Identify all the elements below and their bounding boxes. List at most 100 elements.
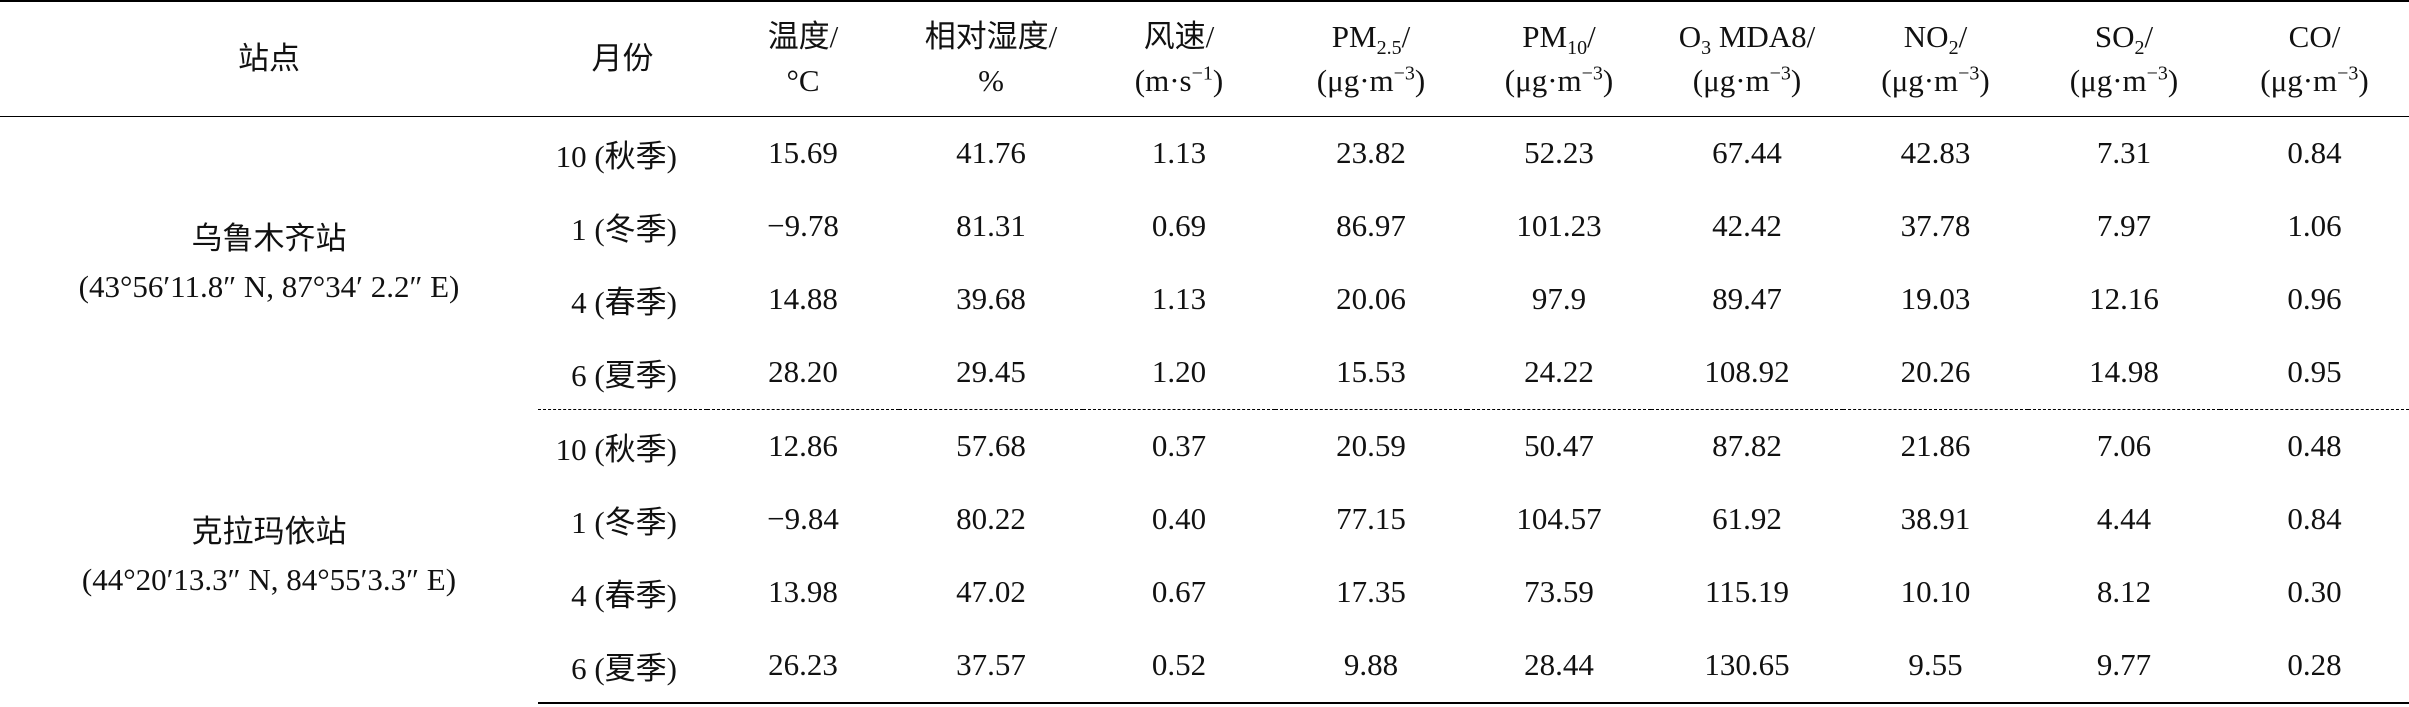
header-text: (μg·m [1881, 62, 1959, 98]
value-cell: 28.20 [707, 335, 899, 410]
value-cell: 81.31 [956, 208, 1026, 243]
value-cell: 1.20 [1083, 335, 1275, 410]
value-cell: 42.83 [1900, 135, 1971, 170]
header-text: / [2144, 18, 2154, 54]
header-cell: 相对湿度/% [899, 0, 1083, 117]
header-text: / [1587, 18, 1596, 54]
value-cell: 50.47 [1524, 428, 1594, 463]
month-cell: 4 (春季) [571, 577, 677, 613]
month-cell: 10 (秋季) [555, 431, 677, 467]
header-cell: PM10/(μg·m−3) [1467, 0, 1651, 117]
header-text: ) [2167, 62, 2179, 98]
header-text: PM [1522, 18, 1568, 54]
header-text: (μg·m [2069, 62, 2147, 98]
site-name: 克拉玛依站 [191, 513, 347, 549]
table-row: 克拉玛依站 (44°20′13.3″ N, 84°55′3.3″ E) 10 (秋季… [0, 409, 2409, 597]
value-cell: 89.47 [1712, 281, 1782, 316]
value-cell: 0.40 [1151, 501, 1207, 536]
table-body: 乌鲁木齐站 (43°56′11.8″ N, 87°34′ 2.2″ E) 10 (秋… [0, 116, 2409, 704]
value-cell: 41.76 [956, 135, 1026, 170]
table-row: 6 (夏季) 26.23 37.57 0.52 9.88 28.44 130.65 9.55 9… [0, 628, 2409, 704]
table-row: 1 (冬季) −9.84 80.22 0.40 77.15 104.57 61.92 38.9… [0, 483, 2409, 556]
header-text: ) [1790, 62, 1802, 98]
value-cell: 87.82 [1712, 428, 1782, 463]
header-text: % [978, 62, 1004, 98]
value-cell: 4.44 [2096, 501, 2152, 536]
value-cell: 8.12 [2096, 574, 2152, 609]
month-cell: 1 (冬季) [571, 211, 677, 247]
month-cell: 6 (夏季) [538, 335, 707, 410]
value-cell: 0.28 [2220, 628, 2409, 704]
value-cell: 0.95 [2220, 335, 2409, 410]
header-text: (μg·m [1504, 62, 1582, 98]
header-row: 站点 月份 温度/°C 相对湿度/% 风速/(m·s−1) PM2.5/(μg·… [0, 0, 2409, 117]
header-sup: −1 [1191, 62, 1213, 85]
month-cell: 6 (夏季) [538, 628, 707, 704]
value-cell: 29.45 [899, 335, 1083, 410]
header-sup: −3 [2146, 62, 2168, 85]
header-cell: PM2.5/(μg·m−3) [1275, 0, 1467, 117]
header-sup: −3 [1769, 62, 1791, 85]
value-cell: 67.44 [1712, 135, 1782, 170]
value-cell: 1.13 [1151, 281, 1207, 316]
value-cell: 12.16 [2089, 281, 2159, 316]
header-sub: 2 [2134, 36, 2145, 59]
value-cell: 37.57 [899, 628, 1083, 704]
value-cell: 19.03 [1900, 281, 1971, 316]
value-cell: 38.91 [1900, 501, 1971, 536]
header-text: CO/ [2288, 18, 2341, 54]
value-cell: 73.59 [1524, 574, 1594, 609]
header-text: ) [2358, 62, 2369, 98]
table-row: 4 (春季) 13.98 47.02 0.67 17.35 73.59 115.19 10.1… [0, 556, 2409, 629]
value-cell: 9.88 [1275, 628, 1467, 704]
header-text: ) [1979, 62, 1990, 98]
value-cell: 97.9 [1531, 281, 1587, 316]
value-cell: 21.86 [1900, 428, 1971, 463]
value-cell: 15.69 [768, 135, 838, 170]
value-cell: 28.44 [1467, 628, 1651, 704]
header-sup: −3 [2337, 62, 2359, 85]
header-text: (μg·m [1692, 62, 1770, 98]
value-cell: 13.98 [768, 574, 838, 609]
value-cell: 37.78 [1900, 208, 1971, 243]
value-cell: 10.10 [1900, 574, 1971, 609]
value-cell: 12.86 [768, 428, 838, 463]
value-cell: 0.52 [1083, 628, 1275, 704]
value-cell: 0.84 [2287, 135, 2342, 170]
value-cell: 0.30 [2287, 574, 2342, 609]
header-text: °C [786, 62, 820, 98]
header-text: 温度/ [767, 18, 839, 54]
header-text: / [1401, 18, 1411, 54]
header-sub: 3 [1701, 36, 1712, 59]
table-row: 6 (夏季) 28.20 29.45 1.20 15.53 24.22 108.92 20.2… [0, 335, 2409, 410]
month-cell: 4 (春季) [571, 284, 677, 320]
header-cell: CO/ (μg·m−3) [2220, 0, 2409, 117]
header-text: / [1958, 18, 1968, 54]
value-cell: 77.15 [1336, 501, 1406, 536]
value-cell: 15.53 [1275, 335, 1467, 410]
value-cell: 26.23 [707, 628, 899, 704]
value-cell: −9.84 [767, 501, 839, 536]
site-coords: (43°56′11.8″ N, 87°34′ 2.2″ E) [78, 268, 460, 304]
value-cell: 115.19 [1704, 574, 1790, 609]
site-cell: 克拉玛依站 (44°20′13.3″ N, 84°55′3.3″ E) [0, 409, 538, 703]
value-cell: 86.97 [1336, 208, 1406, 243]
value-cell: 9.55 [1843, 628, 2028, 704]
value-cell: 7.97 [2096, 208, 2152, 243]
value-cell: 61.92 [1712, 501, 1782, 536]
header-text: (μg·m [2260, 62, 2338, 98]
header-sub: 2.5 [1376, 36, 1402, 59]
header-text: ) [1212, 62, 1224, 98]
value-cell: 0.96 [2287, 281, 2342, 316]
value-cell: 80.22 [956, 501, 1026, 536]
value-cell: 20.59 [1336, 428, 1406, 463]
value-cell: 52.23 [1524, 135, 1594, 170]
value-cell: 23.82 [1336, 135, 1406, 170]
header-sub: 2 [1948, 36, 1959, 59]
value-cell: 7.31 [2096, 135, 2152, 170]
value-cell: 101.23 [1516, 208, 1602, 243]
header-text: ) [1414, 62, 1426, 98]
header-sup: −3 [1393, 62, 1415, 85]
